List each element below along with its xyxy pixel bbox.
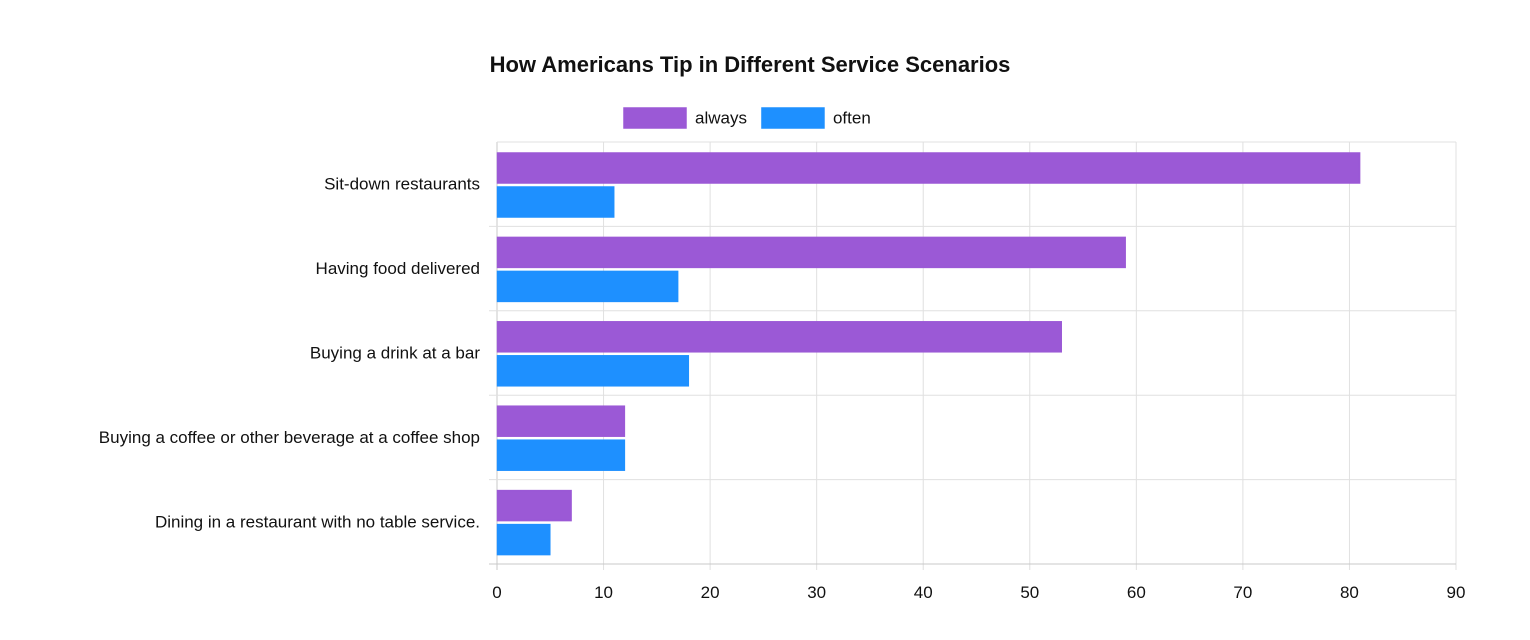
legend-label-often: often: [833, 108, 871, 127]
legend-swatch-often: [761, 107, 825, 129]
x-tick-label: 10: [594, 583, 613, 602]
x-tick-label: 70: [1233, 583, 1252, 602]
category-label: Buying a coffee or other beverage at a c…: [99, 428, 480, 447]
x-tick-label: 20: [701, 583, 720, 602]
category-label: Having food delivered: [316, 259, 480, 278]
x-tick-label: 30: [807, 583, 826, 602]
legend-swatch-always: [623, 107, 687, 129]
bar-often: [496, 439, 626, 471]
x-tick-label: 40: [914, 583, 933, 602]
chart-title: How Americans Tip in Different Service S…: [490, 52, 1011, 77]
category-label: Sit-down restaurants: [324, 175, 480, 194]
bar-often: [496, 355, 690, 387]
x-tick-label: 80: [1340, 583, 1359, 602]
x-tick-label: 50: [1020, 583, 1039, 602]
x-tick-label: 60: [1127, 583, 1146, 602]
category-label: Buying a drink at a bar: [310, 343, 480, 362]
bars: [496, 152, 1361, 556]
bar-often: [496, 270, 679, 303]
legend-label-always: always: [695, 108, 747, 127]
legend: always often: [623, 107, 871, 129]
category-labels: Sit-down restaurants Having food delivere…: [99, 175, 481, 532]
x-axis-ticks: 0 10 20 30 40 50 60 70 80 90: [492, 583, 1465, 602]
category-label: Dining in a restaurant with no table ser…: [155, 512, 480, 531]
bar-always: [496, 321, 1062, 353]
x-tick-label: 0: [492, 583, 501, 602]
x-tick-label: 90: [1447, 583, 1466, 602]
grid: [489, 141, 1457, 570]
bar-always: [496, 236, 1126, 269]
bar-often: [496, 523, 551, 556]
bar-always: [496, 405, 626, 437]
bar-always: [496, 152, 1361, 184]
bar-always: [496, 489, 572, 522]
bar-often: [496, 186, 615, 218]
